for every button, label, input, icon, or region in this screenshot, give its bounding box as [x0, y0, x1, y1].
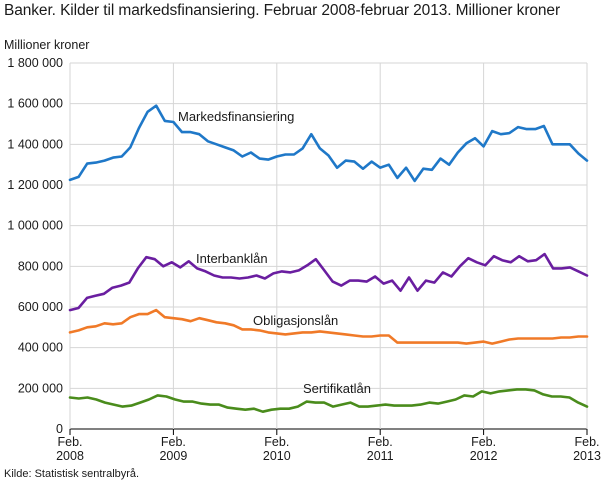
x-tick-label-year: 2010 [263, 449, 291, 463]
x-tick-label-month: Feb. [57, 435, 82, 449]
series-label: Obligasjonslån [253, 313, 338, 328]
y-tick-label: 600 000 [18, 300, 63, 314]
y-tick-label: 1 600 000 [7, 97, 63, 111]
series-label: Markedsfinansiering [178, 109, 294, 124]
chart-title: Banker. Kilder til markedsfinansiering. … [4, 2, 561, 19]
series-line-obligasjonsl-n [68, 308, 589, 345]
y-tick-label: 400 000 [18, 341, 63, 355]
y-tick-label: 1 400 000 [7, 137, 63, 151]
y-tick-label: 800 000 [18, 259, 63, 273]
y-tick-label: 1 800 000 [7, 56, 63, 70]
y-tick-label: 1 000 000 [7, 219, 63, 233]
series-label: Sertifikatlån [303, 381, 371, 396]
series-line-sertifikatl-n [68, 388, 589, 414]
x-tick-label-year: 2011 [367, 449, 394, 463]
x-tick-label-year: 2009 [159, 449, 187, 463]
y-tick-label: 1 200 000 [7, 178, 63, 192]
x-tick-label-month: Feb. [574, 435, 599, 449]
y-tick-label: 200 000 [18, 381, 63, 395]
series-line-markedsfinansiering [68, 104, 589, 183]
x-tick-label-month: Feb. [471, 435, 496, 449]
x-tick-label-month: Feb. [161, 435, 186, 449]
x-tick-label-month: Feb. [368, 435, 393, 449]
x-tick-label-year: 2012 [470, 449, 498, 463]
source-note: Kilde: Statistisk sentralbyrå. [4, 468, 140, 480]
series-label: Interbanklån [196, 251, 268, 266]
x-tick-label-year: 2013 [573, 449, 601, 463]
x-tick-label-month: Feb. [264, 435, 289, 449]
series-line-interbankl-n [68, 252, 589, 312]
y-tick-label: 0 [56, 422, 63, 436]
y-axis-unit-label: Millioner kroner [4, 38, 90, 52]
x-tick-label-year: 2008 [56, 449, 84, 463]
